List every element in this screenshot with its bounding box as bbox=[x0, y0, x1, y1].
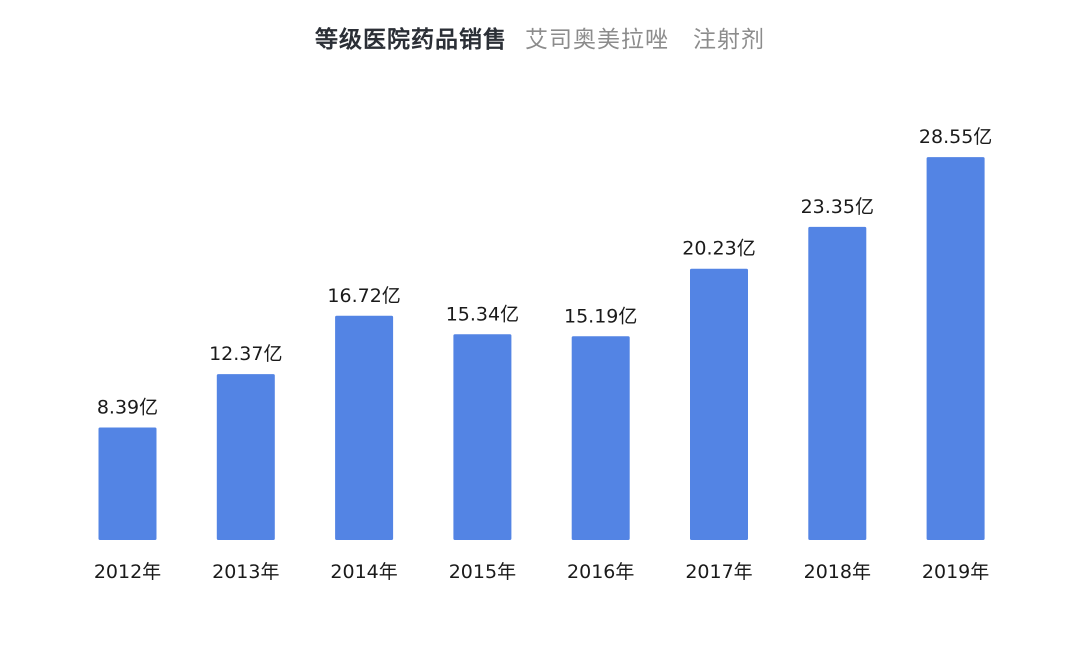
bar-5 bbox=[690, 268, 748, 540]
data-label-0: 8.39亿 bbox=[97, 397, 158, 419]
x-tick-label-1: 2013年 bbox=[212, 561, 279, 583]
chart-title-form: 注射剂 bbox=[693, 27, 765, 53]
bar-7 bbox=[926, 157, 985, 540]
chart-title-main: 等级医院药品销售 bbox=[315, 27, 507, 53]
chart-title: 等级医院药品销售 艾司奥美拉唑 注射剂 bbox=[0, 20, 1080, 54]
data-label-6: 23.35亿 bbox=[801, 196, 874, 218]
x-tick-label-2: 2014年 bbox=[330, 561, 397, 583]
bar-0 bbox=[98, 427, 157, 540]
bars-group bbox=[98, 157, 985, 540]
x-axis-ticks: 2012年 2013年 2014年 2015年 2016年 2017年 2018年 2019年 bbox=[94, 561, 989, 583]
x-tick-label-6: 2018年 bbox=[804, 561, 871, 583]
bar-2 bbox=[335, 315, 394, 540]
data-label-7: 28.55亿 bbox=[919, 126, 992, 148]
data-label-2: 16.72亿 bbox=[327, 285, 400, 307]
bar-6 bbox=[808, 226, 867, 540]
bar-4 bbox=[571, 336, 630, 540]
x-tick-label-7: 2019年 bbox=[922, 561, 989, 583]
x-tick-label-5: 2017年 bbox=[685, 561, 752, 583]
bar-3 bbox=[453, 334, 512, 540]
chart-title-drug: 艾司奥美拉唑 bbox=[525, 27, 669, 53]
x-tick-label-4: 2016年 bbox=[567, 561, 634, 583]
x-tick-label-3: 2015年 bbox=[449, 561, 516, 583]
data-label-1: 12.37亿 bbox=[209, 343, 282, 365]
value-labels-group: 8.39亿 12.37亿 16.72亿 15.34亿 15.19亿 20.23亿 23.35… bbox=[97, 126, 992, 418]
bar-1 bbox=[216, 374, 275, 540]
data-label-5: 20.23亿 bbox=[682, 238, 755, 260]
data-label-3: 15.34亿 bbox=[446, 303, 519, 325]
x-tick-label-0: 2012年 bbox=[94, 561, 161, 583]
data-label-4: 15.19亿 bbox=[564, 305, 637, 327]
